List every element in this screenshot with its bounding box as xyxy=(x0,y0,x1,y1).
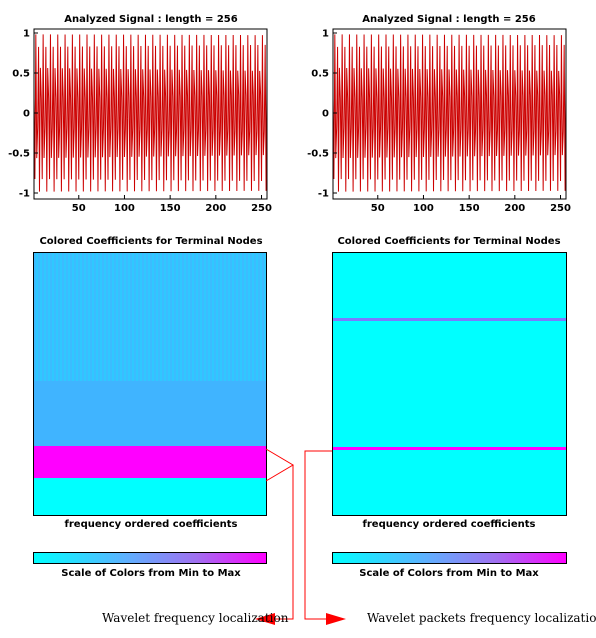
colorbar-label-left: Scale of Colors from Min to Max xyxy=(61,568,241,579)
signal-plot-left: 1 0.5 0 -0.5 -1 50 100 150 200 250 xyxy=(8,28,272,214)
plot-frame xyxy=(332,28,567,200)
coefficients-xlabel-right: frequency ordered coefficients xyxy=(362,519,536,530)
y-tick-label: 0.5 xyxy=(311,69,329,80)
right-arrow-head xyxy=(326,613,346,625)
y-tick-label: -0.5 xyxy=(307,149,329,160)
x-tick-label: 250 xyxy=(251,203,272,214)
x-tick-label: 100 xyxy=(114,203,135,214)
y-tick-label: -1 xyxy=(19,189,30,200)
colorbar-right xyxy=(332,552,567,564)
coefficient-line xyxy=(333,317,566,321)
right-arrow-line xyxy=(304,450,332,620)
coefficients-title-right: Colored Coefficients for Terminal Nodes xyxy=(337,236,561,247)
y-tick-label: 0.5 xyxy=(12,69,30,80)
annotation-left: Wavelet frequency localization xyxy=(102,611,289,625)
x-tick-label: 200 xyxy=(504,203,525,214)
signal-plot-title-right: Analyzed Signal : length = 256 xyxy=(362,14,536,25)
y-tick-label: -0.5 xyxy=(8,149,30,160)
coefficients-map-left xyxy=(34,253,266,515)
coefficient-band xyxy=(34,253,266,382)
coefficient-band xyxy=(34,445,266,479)
x-tick-label: 150 xyxy=(160,203,181,214)
plot-frame xyxy=(33,28,268,200)
x-tick-label: 150 xyxy=(459,203,480,214)
coefficient-line xyxy=(333,447,566,451)
x-tick-label: 200 xyxy=(205,203,226,214)
y-tick-label: 0 xyxy=(322,109,329,120)
signal-line xyxy=(332,34,567,192)
y-tick-label: 0 xyxy=(23,109,30,120)
y-tick-label: 1 xyxy=(23,29,30,40)
coefficients-xlabel-left: frequency ordered coefficients xyxy=(64,519,238,530)
left-arrow-line xyxy=(270,465,294,620)
coefficient-band xyxy=(34,381,266,446)
signal-line xyxy=(33,34,268,192)
x-tick-label: 50 xyxy=(72,203,86,214)
x-tick-label: 250 xyxy=(550,203,571,214)
colorbar-left xyxy=(33,552,267,564)
coefficients-map-right xyxy=(333,253,566,515)
x-tick-label: 50 xyxy=(371,203,385,214)
coefficients-frame-right xyxy=(332,252,567,516)
x-tick-label: 100 xyxy=(413,203,434,214)
coefficients-frame-left xyxy=(33,252,267,516)
annotation-right: Wavelet packets frequency localization xyxy=(367,611,596,625)
y-tick-label: -1 xyxy=(318,189,329,200)
left-bracket-line xyxy=(265,448,294,482)
signal-plot-title-left: Analyzed Signal : length = 256 xyxy=(64,14,238,25)
signal-plot-right: 1 0.5 0 -0.5 -1 50 100 150 200 250 xyxy=(307,28,571,214)
colorbar-label-right: Scale of Colors from Min to Max xyxy=(359,568,539,579)
coefficients-title-left: Colored Coefficients for Terminal Nodes xyxy=(39,236,263,247)
y-tick-label: 1 xyxy=(322,29,329,40)
left-arrow-head xyxy=(255,613,275,625)
coefficient-band xyxy=(34,478,266,515)
